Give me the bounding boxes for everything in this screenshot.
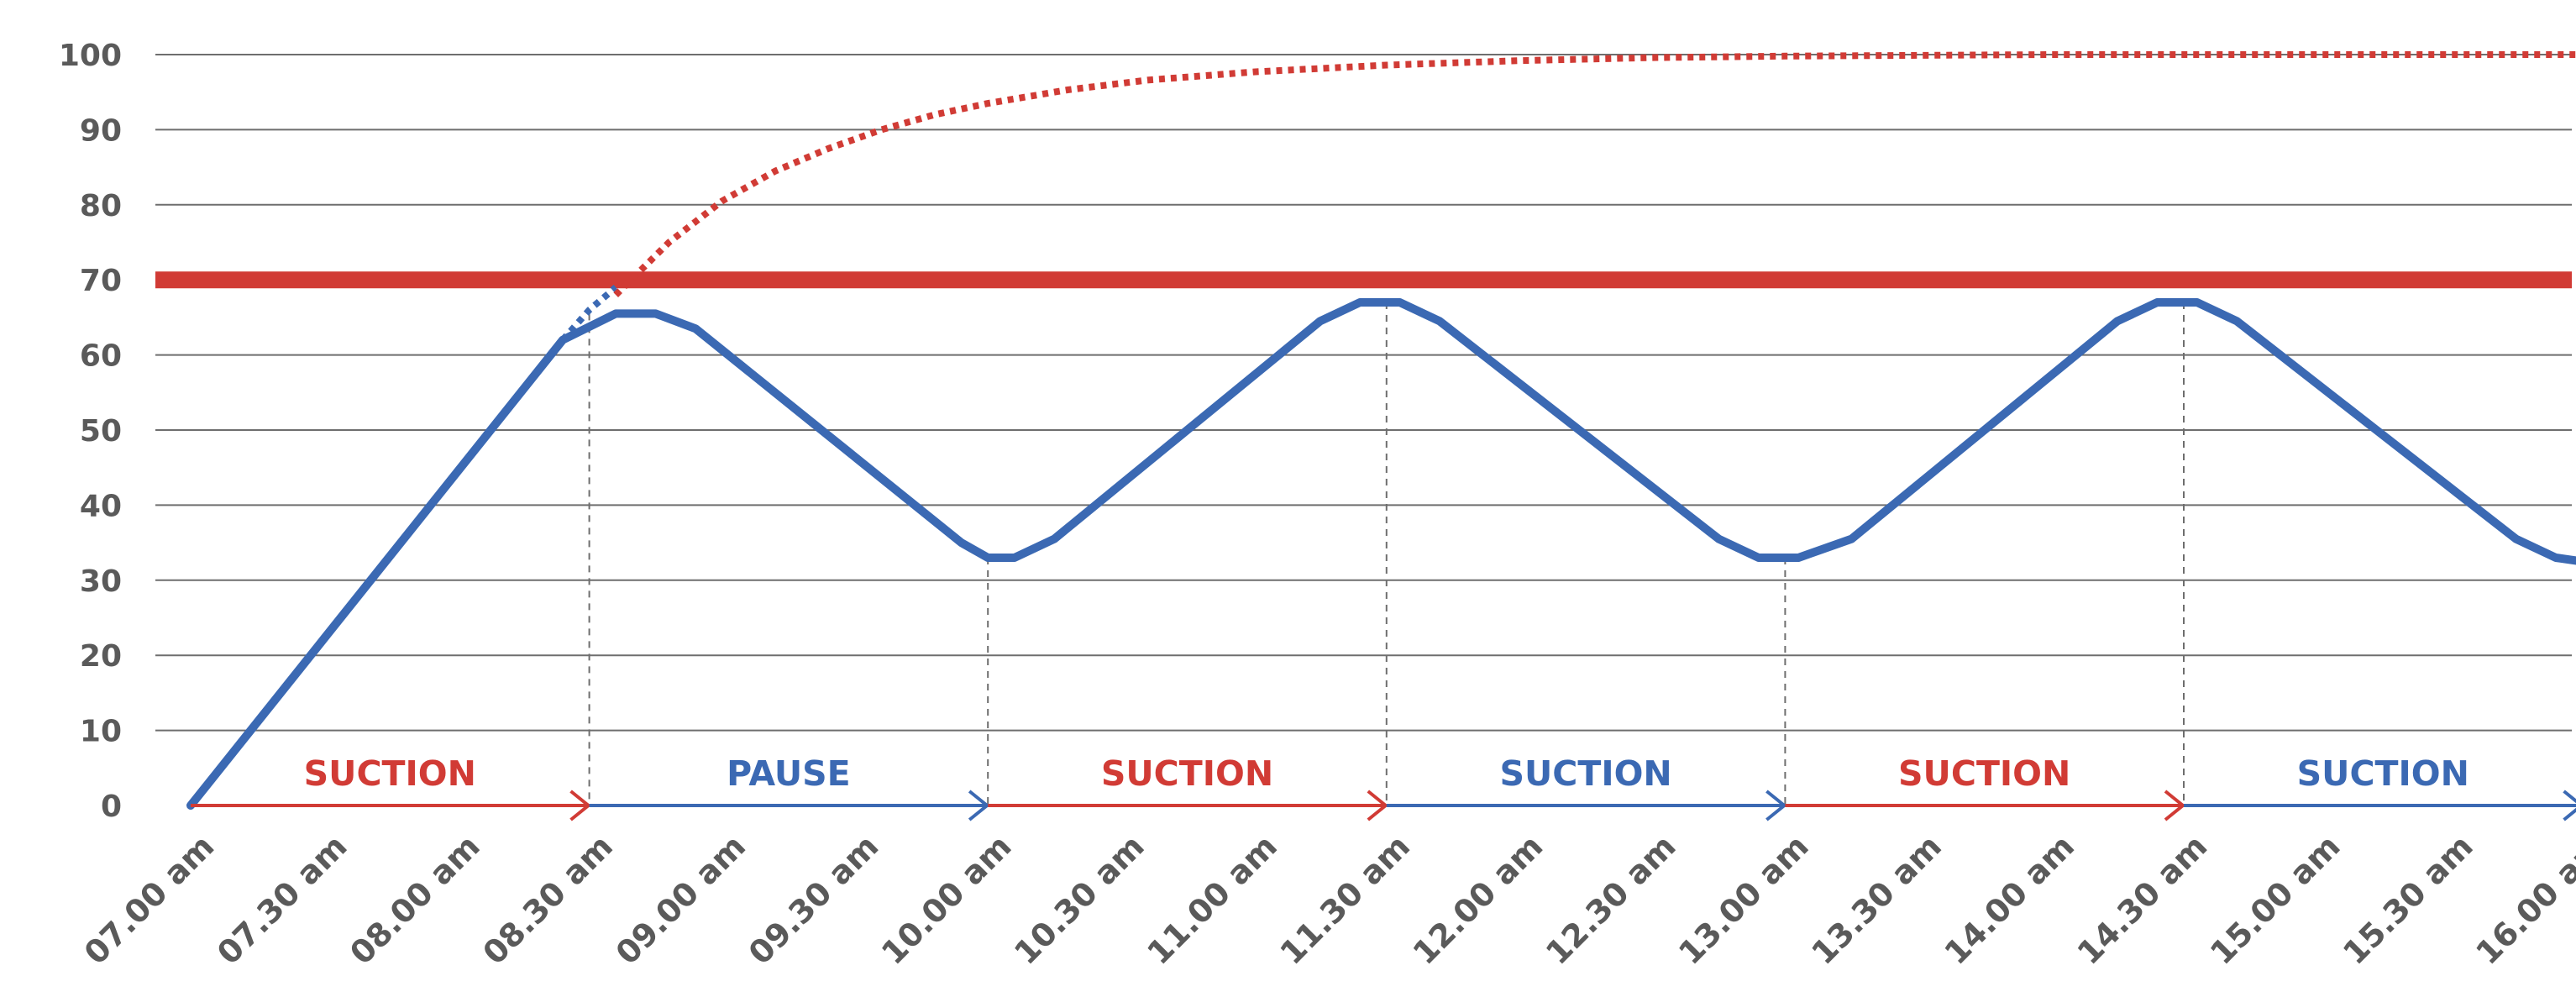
x-tick-label: 09.00 am [609, 827, 753, 972]
x-tick-label: 14.00 am [1938, 827, 2082, 972]
y-tick-label: 30 [80, 564, 122, 599]
phase-arrowhead [2164, 790, 2186, 821]
x-tick-label: 16.00 am [2468, 827, 2576, 972]
x-tick-label: 14.30 am [2070, 827, 2215, 972]
phase-label: SUCTION [1898, 753, 2070, 794]
x-tick-label: 12.30 am [1539, 827, 1683, 972]
series-line [186, 298, 2576, 810]
dotted-series-line [560, 285, 618, 343]
phase-arrowhead [1367, 790, 1388, 821]
x-tick-label: 13.00 am [1671, 827, 1816, 972]
phase-label: SUCTION [1101, 753, 1273, 794]
x-tick-label: 07.00 am [77, 827, 222, 972]
x-tick-label: 11.00 am [1140, 827, 1284, 972]
y-tick-label: 60 [80, 339, 122, 374]
y-tick-label: 90 [80, 113, 122, 148]
x-tick-label: 10.30 am [1007, 827, 1152, 972]
phase-label: SUCTION [2297, 753, 2469, 794]
x-tick-label: 08.00 am [343, 827, 487, 972]
phase-arrowhead [569, 790, 591, 821]
series-layer [186, 51, 2576, 810]
x-tick-label: 15.00 am [2203, 827, 2348, 972]
x-tick-label: 13.30 am [1804, 827, 1949, 972]
y-tick-label: 10 [80, 715, 122, 749]
x-tick-label: 11.30 am [1273, 827, 1418, 972]
y-tick-label: 20 [80, 639, 122, 674]
y-tick-label: 50 [80, 414, 122, 449]
dotted-series-line [613, 51, 2576, 297]
phase-arrowhead [2563, 790, 2576, 821]
y-tick-label: 0 [101, 790, 122, 824]
phase-label: PAUSE [727, 753, 851, 794]
x-tick-label: 09.30 am [742, 827, 886, 972]
y-tick-labels: 0 10 20 30 40 50 60 70 80 90 100 [59, 39, 122, 824]
phase-arrowhead [968, 790, 990, 821]
phase-label: SUCTION [1499, 753, 1671, 794]
y-tick-label: 80 [80, 189, 122, 223]
x-tick-label: 10.00 am [874, 827, 1019, 972]
phase-layer: SUCTION PAUSE SUCTION SUCTION SUCTION SUCTION [191, 753, 2576, 821]
x-tick-label: 12.00 am [1406, 827, 1550, 972]
phase-label: SUCTION [304, 753, 476, 794]
y-tick-label: 70 [80, 264, 122, 298]
y-tick-label: 40 [80, 489, 122, 523]
phase-dividers [588, 302, 2185, 805]
x-tick-label: 07.30 am [210, 827, 354, 972]
phase-arrowhead [1765, 790, 1787, 821]
x-tick-label: 15.30 am [2336, 827, 2480, 972]
x-tick-label: 08.30 am [475, 827, 620, 972]
y-tick-label: 100 [59, 39, 122, 73]
